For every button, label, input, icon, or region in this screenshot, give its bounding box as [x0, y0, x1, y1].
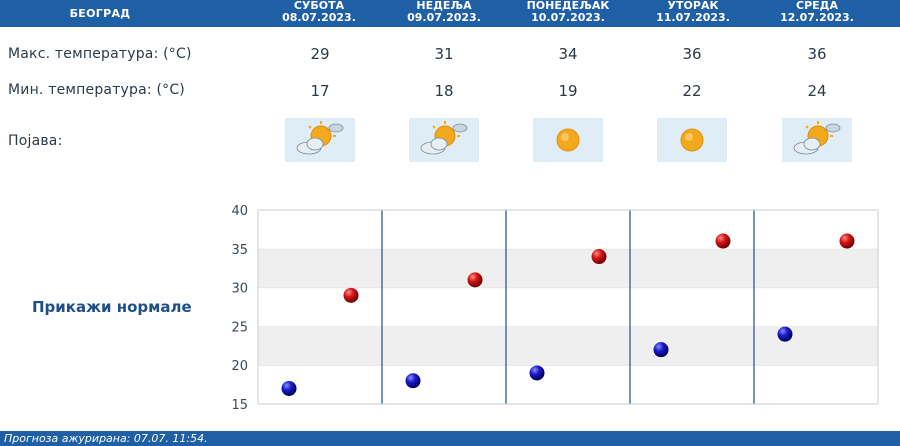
partly-cloudy-icon — [409, 118, 479, 162]
y-tick-label: 35 — [231, 243, 248, 258]
max-temp-value: 34 — [558, 45, 578, 63]
min-temp-value: 19 — [558, 82, 578, 100]
show-normals-link[interactable]: Прикажи нормале — [32, 298, 192, 316]
y-tick-label: 30 — [231, 282, 248, 297]
day-name: НЕДЕЉА — [416, 0, 472, 12]
forecast-updated-footer: Прогноза ажурирана: 07.07. 11:54. — [0, 431, 900, 446]
day-header-2: НЕДЕЉА 09.07.2023. — [389, 0, 499, 27]
day-header-1: СУБОТА 08.07.2023. — [264, 0, 374, 27]
y-tick-label: 40 — [231, 204, 248, 219]
min-temp-point — [281, 380, 297, 396]
sunny-icon — [533, 118, 603, 162]
day-date: 11.07.2023. — [656, 11, 730, 24]
day-header-4: УТОРАК 11.07.2023. — [638, 0, 748, 27]
phenomenon-label: Појава: — [8, 133, 63, 149]
day-date: 10.07.2023. — [531, 11, 605, 24]
sunny-icon — [657, 118, 727, 162]
grid-band — [258, 248, 878, 288]
min-temp-point — [529, 365, 545, 381]
max-temp-point — [591, 249, 607, 265]
grid-band — [258, 326, 878, 366]
temperature-chart: 15 20 25 30 35 40 — [231, 204, 879, 413]
day-header-5: СРЕДА 12.07.2023. — [762, 0, 872, 27]
max-temp-point — [839, 233, 855, 249]
max-temp-value: 29 — [310, 45, 330, 63]
day-header-3: ПОНЕДЕЉАК 10.07.2023. — [513, 0, 623, 27]
day-name: УТОРАК — [667, 0, 719, 12]
min-temp-value: 18 — [434, 82, 454, 100]
max-temp-point — [715, 233, 731, 249]
grid-band — [258, 287, 878, 327]
header-bar — [0, 0, 900, 27]
grid-band — [258, 210, 878, 249]
day-date: 12.07.2023. — [780, 11, 854, 24]
day-date: 09.07.2023. — [407, 11, 481, 24]
min-temp-point — [777, 326, 793, 342]
partly-cloudy-icon — [285, 118, 355, 162]
day-date: 08.07.2023. — [282, 11, 356, 24]
day-name: СУБОТА — [293, 0, 345, 12]
y-tick-label: 15 — [231, 398, 248, 413]
min-temp-value: 17 — [310, 82, 330, 100]
min-temp-value: 24 — [807, 82, 827, 100]
y-tick-label: 25 — [231, 320, 248, 335]
max-temp-point — [467, 272, 483, 288]
max-temp-point — [343, 287, 359, 303]
max-temp-label: Макс. температура: (°C) — [8, 46, 192, 62]
min-temp-value: 22 — [682, 82, 702, 100]
max-temp-value: 31 — [434, 45, 454, 63]
partly-cloudy-icon — [782, 118, 852, 162]
min-temp-label: Мин. температура: (°C) — [8, 82, 185, 98]
day-name: СРЕДА — [796, 0, 838, 12]
max-temp-value: 36 — [807, 45, 827, 63]
grid-band — [258, 365, 878, 404]
city-name: БЕОГРАД — [69, 7, 131, 20]
day-name: ПОНЕДЕЉАК — [526, 0, 610, 12]
y-tick-label: 20 — [231, 359, 248, 374]
min-temp-point — [405, 373, 421, 389]
max-temp-value: 36 — [682, 45, 702, 63]
plot-frame — [257, 209, 879, 405]
min-temp-point — [653, 342, 669, 358]
